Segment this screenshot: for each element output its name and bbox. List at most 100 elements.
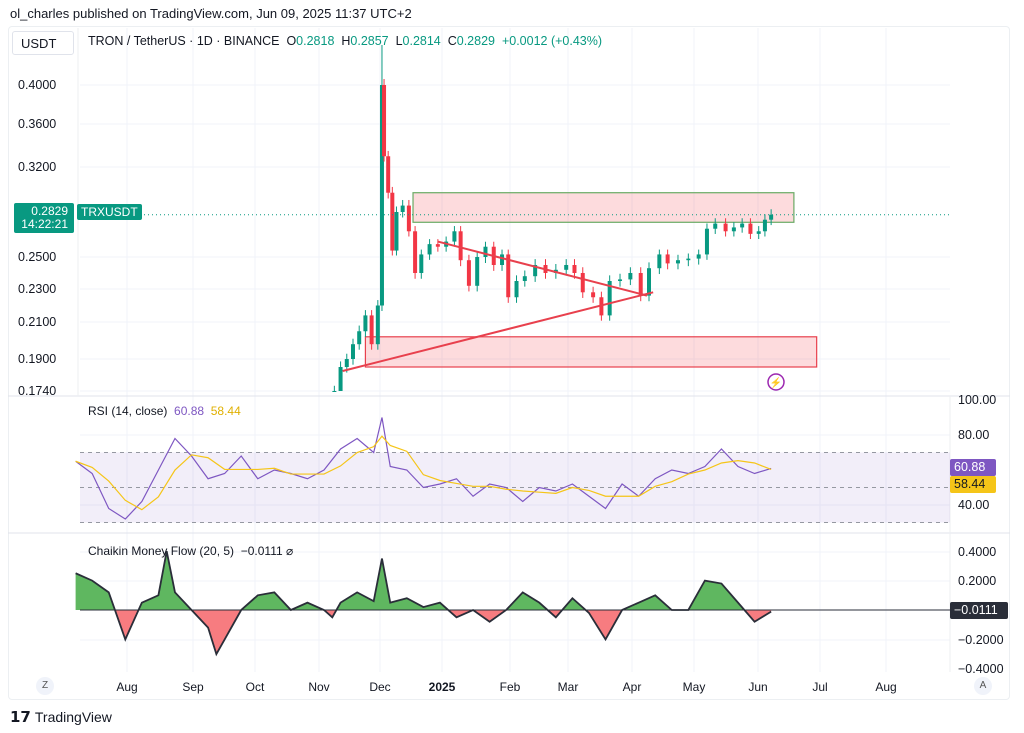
candle-body xyxy=(406,205,411,232)
candle-body xyxy=(435,244,440,247)
candle-body xyxy=(379,85,384,306)
candle-body xyxy=(564,265,569,270)
candle-body xyxy=(618,279,623,281)
rsi-tick-label: 100.00 xyxy=(958,393,996,407)
symbol-legend: TRON / TetherUS · 1D · BINANCE O0.2818 H… xyxy=(88,34,602,48)
candle-body xyxy=(382,85,387,157)
time-tick-label: Feb xyxy=(500,680,521,694)
price-zone-rect xyxy=(412,192,795,223)
candle-body xyxy=(591,292,596,298)
candle-body xyxy=(731,227,736,232)
close-label: C xyxy=(447,34,457,48)
candle-body xyxy=(357,331,362,345)
candle-body xyxy=(647,268,651,296)
candle-body xyxy=(713,223,718,229)
publisher-line: ol_charles published on TradingView.com,… xyxy=(10,6,412,21)
candle-body xyxy=(756,231,761,234)
chart-frame xyxy=(8,26,1010,700)
candle-body xyxy=(413,231,418,273)
rsi-line xyxy=(75,417,772,520)
candle-body xyxy=(483,246,488,257)
brand-name: TradingView xyxy=(34,709,112,725)
time-tick-label: Sep xyxy=(182,680,204,694)
rsi-title[interactable]: RSI (14, close) xyxy=(88,404,168,418)
price-tick-label: 0.2300 xyxy=(18,282,56,296)
candle-body xyxy=(665,254,670,264)
open-value: 0.2818 xyxy=(296,34,335,48)
time-tick-label: Jun xyxy=(748,680,767,694)
candle-body xyxy=(475,257,480,286)
cmf-tick-label: 0.4000 xyxy=(958,545,996,559)
rsi-tick-label: 40.00 xyxy=(958,498,989,512)
candle-body xyxy=(466,260,471,286)
bar-countdown: 14:22:21 xyxy=(21,217,68,231)
hide-icon[interactable]: ⌀ xyxy=(286,544,294,558)
candle-body xyxy=(400,205,405,212)
rsi-ma-tag: 58.44 xyxy=(950,476,996,493)
rsi-value: 60.88 xyxy=(174,404,205,418)
time-tick-label: May xyxy=(683,680,706,694)
trendline xyxy=(342,291,654,372)
lightning-icon-glyph: ⚡ xyxy=(770,376,782,389)
time-tick-label: Aug xyxy=(116,680,137,694)
time-tick-label: 2025 xyxy=(429,680,456,694)
candle-body xyxy=(332,391,337,392)
auto-scale-button[interactable]: A xyxy=(974,677,992,695)
candle-body xyxy=(723,223,728,232)
price-tick-label: 0.4000 xyxy=(18,78,56,92)
cmf-tick-label: −0.2000 xyxy=(958,633,1004,647)
tv-logo-icon: 𝟭𝟳 xyxy=(10,709,31,726)
candle-body xyxy=(338,367,343,391)
time-tick-label: Jul xyxy=(812,680,827,694)
cmf-negative-area xyxy=(75,610,772,655)
cmf-title[interactable]: Chaikin Money Flow (20, 5) xyxy=(88,544,235,558)
price-tick-label: 0.3200 xyxy=(18,160,56,174)
candle-body xyxy=(386,156,391,193)
cmf-tick-label: 0.2000 xyxy=(958,574,996,588)
candle-body xyxy=(686,258,691,261)
time-tick-label: Oct xyxy=(246,680,265,694)
symbol-name[interactable]: TRON / TetherUS · 1D · BINANCE xyxy=(88,34,280,48)
candle-body xyxy=(748,223,753,234)
price-tick-label: 0.1740 xyxy=(18,384,56,398)
price-tick-label: 0.2100 xyxy=(18,315,56,329)
candle-body xyxy=(657,254,662,269)
candle-body xyxy=(390,192,395,251)
candle-body xyxy=(344,359,349,367)
tradingview-logo: 𝟭𝟳 TradingView xyxy=(10,708,112,726)
last-price: 0.2829 xyxy=(31,204,68,218)
rsi-ma-line xyxy=(75,435,772,511)
time-tick-label: Nov xyxy=(308,680,329,694)
price-tick-label: 0.1900 xyxy=(18,352,56,366)
time-tick-label: Mar xyxy=(558,680,579,694)
zoom-reset-button[interactable]: Z xyxy=(36,677,54,695)
candle-body xyxy=(696,254,701,259)
currency-button[interactable]: USDT xyxy=(12,31,74,55)
time-tick-label: Aug xyxy=(875,680,896,694)
cmf-line xyxy=(75,551,772,657)
candle-body xyxy=(607,281,612,316)
candle-body xyxy=(675,260,680,264)
rsi-legend: RSI (14, close) 60.88 58.44 xyxy=(88,404,241,418)
price-tick-label: 0.2500 xyxy=(18,250,56,264)
last-price-tag: 0.2829 14:22:21 xyxy=(14,203,74,233)
cmf-tick-label: −0.4000 xyxy=(958,662,1004,676)
candle-body xyxy=(580,273,585,293)
high-label: H xyxy=(341,34,351,48)
time-tick-label: Dec xyxy=(369,680,390,694)
candle-body xyxy=(458,231,463,261)
candle-body xyxy=(363,315,368,332)
candle-body xyxy=(394,212,399,251)
candle-body xyxy=(375,305,380,345)
rsi-tick-label: 80.00 xyxy=(958,428,989,442)
rsi-ma-value: 58.44 xyxy=(210,404,241,418)
cmf-value: −0.0111 xyxy=(240,544,283,558)
candle-body xyxy=(762,219,767,232)
candle-body xyxy=(572,265,577,273)
candle-body xyxy=(452,231,457,242)
rsi-value-tag: 60.88 xyxy=(950,459,996,476)
candle-body xyxy=(740,223,745,228)
change-value: +0.0012 (+0.43%) xyxy=(501,34,603,48)
symbol-tag: TRXUSDT xyxy=(77,204,142,220)
